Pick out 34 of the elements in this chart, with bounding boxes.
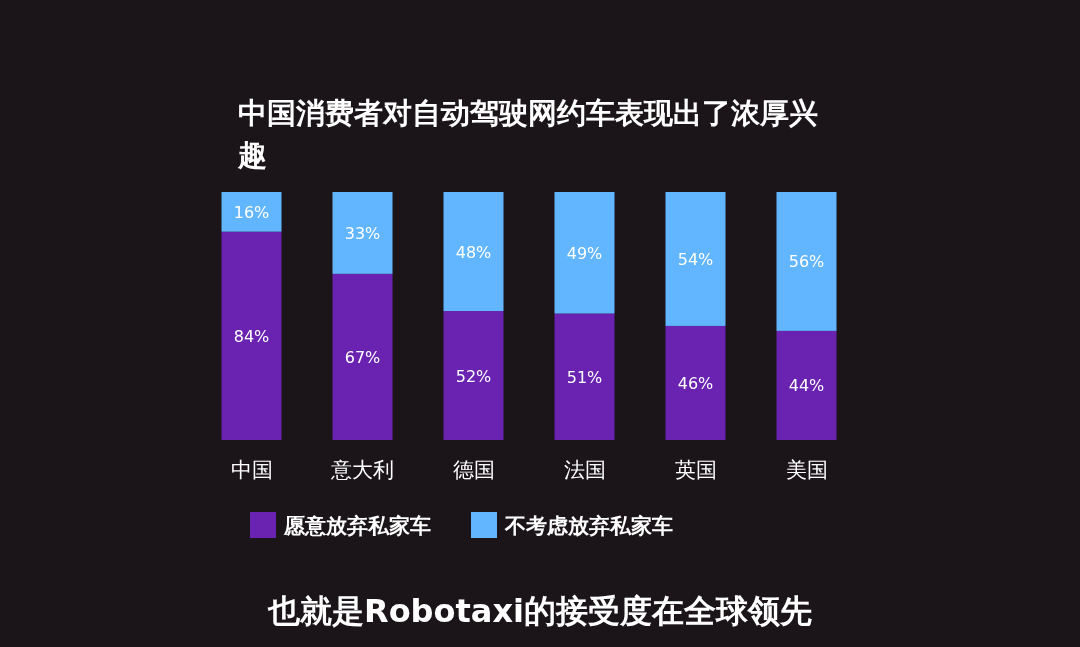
bar [332,192,393,274]
x-tick-label: 德国 [452,458,495,482]
data-label: 33% [344,223,381,243]
x-tick-label: 意大利 [330,458,394,482]
legend-label: 不考虑放弃私家车 [504,514,673,538]
bar [332,273,393,440]
x-tick-label: 美国 [785,458,828,482]
data-label: 51% [566,367,603,387]
x-tick-label: 中国 [230,458,273,482]
chart-title: 中国消费者对自动驾驶网约车表现出了浓厚兴趣 [238,95,819,174]
data-label: 49% [566,243,603,263]
data-label: 54% [677,249,714,269]
data-label: 16% [233,202,270,222]
bar [443,311,504,440]
data-label: 48% [455,242,492,262]
data-label: 46% [677,373,714,393]
legend-label: 愿意放弃私家车 [283,514,431,538]
data-label: 52% [455,366,492,386]
bar [665,192,726,326]
data-label: 56% [788,252,825,272]
text: 也就是Robotaxi的接受度在全球领先 [266,591,813,632]
bar [665,325,726,440]
bar [443,192,504,312]
data-label: 67% [344,347,381,367]
x-tick-label: 英国 [674,458,717,482]
x-tick-label: 法国 [563,458,606,482]
bar [221,192,282,232]
bar [554,313,615,440]
bar [554,192,615,314]
bar [776,192,837,331]
data-label: 84% [233,326,270,346]
bar [776,330,837,440]
data-label: 44% [788,376,825,396]
bar [221,231,282,440]
